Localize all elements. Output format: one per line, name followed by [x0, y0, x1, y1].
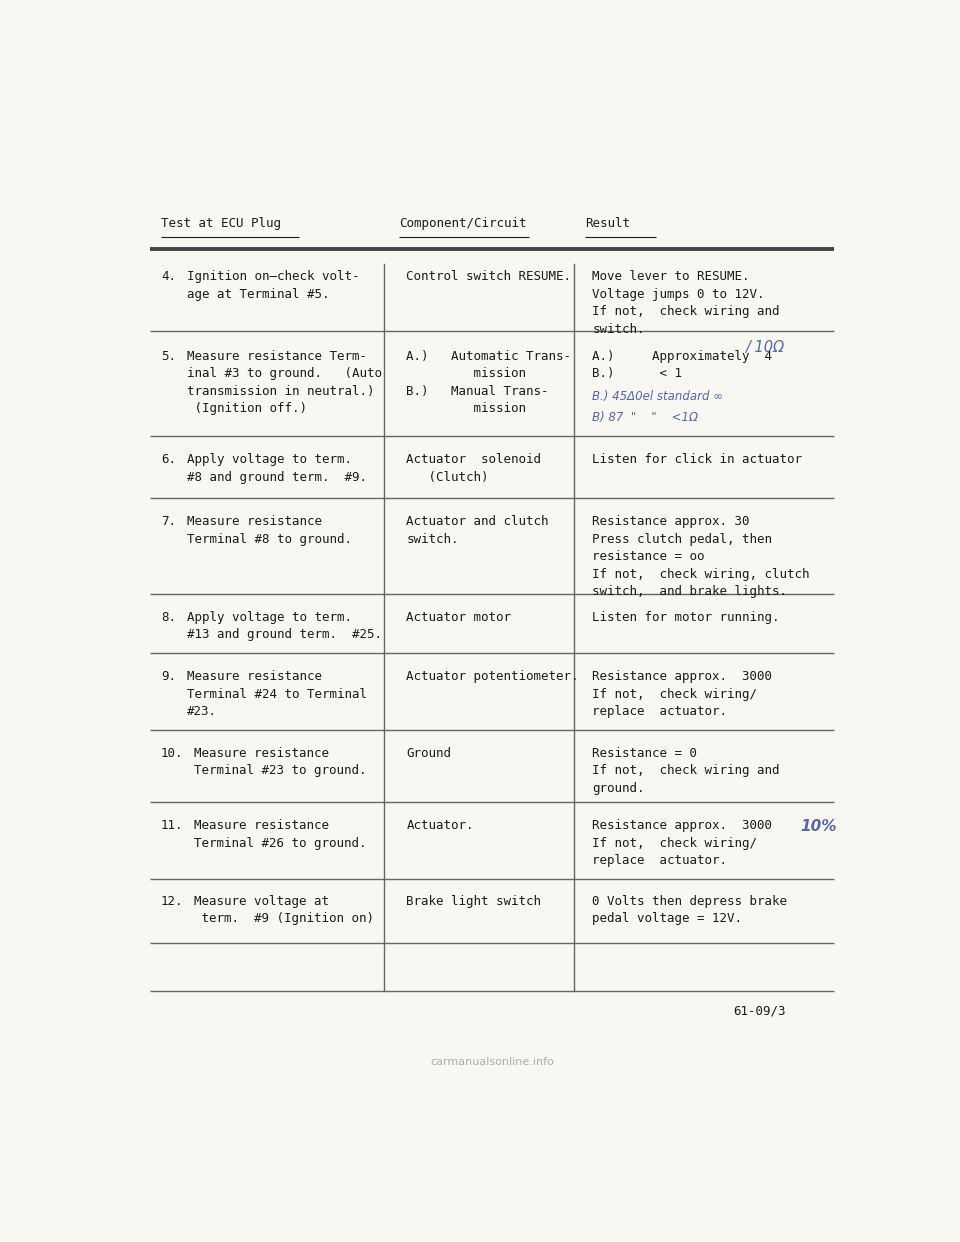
Text: Actuator potentiometer.: Actuator potentiometer.: [406, 671, 579, 683]
Text: Actuator motor: Actuator motor: [406, 611, 512, 623]
Text: Actuator  solenoid
   (Clutch): Actuator solenoid (Clutch): [406, 453, 541, 483]
Text: Actuator and clutch
switch.: Actuator and clutch switch.: [406, 515, 549, 545]
Text: / 10Ω: / 10Ω: [745, 340, 784, 355]
Text: Measure resistance
Terminal #8 to ground.: Measure resistance Terminal #8 to ground…: [187, 515, 352, 545]
Text: Test at ECU Plug: Test at ECU Plug: [161, 217, 281, 230]
Text: Measure voltage at
 term.  #9 (Ignition on): Measure voltage at term. #9 (Ignition on…: [194, 895, 374, 925]
Text: Actuator.: Actuator.: [406, 820, 474, 832]
Text: 12.: 12.: [161, 895, 183, 908]
Text: Apply voltage to term.
#13 and ground term.  #25.: Apply voltage to term. #13 and ground te…: [187, 611, 382, 641]
Text: Measure resistance Term-
inal #3 to ground.   (Auto
transmission in neutral.)
 (: Measure resistance Term- inal #3 to grou…: [187, 350, 382, 415]
Text: B.) 45Δ0el standard ∞: B.) 45Δ0el standard ∞: [592, 390, 724, 404]
Text: Apply voltage to term.
#8 and ground term.  #9.: Apply voltage to term. #8 and ground ter…: [187, 453, 367, 483]
Text: carmanualsonline.info: carmanualsonline.info: [430, 1057, 554, 1067]
Text: 7.: 7.: [161, 515, 176, 528]
Text: Measure resistance
Terminal #24 to Terminal
#23.: Measure resistance Terminal #24 to Termi…: [187, 671, 367, 718]
Text: A.)     Approximately  4
B.)      < 1: A.) Approximately 4 B.) < 1: [592, 350, 773, 380]
Text: Component/Circuit: Component/Circuit: [399, 217, 526, 230]
Text: 61-09/3: 61-09/3: [733, 1005, 786, 1017]
Text: Brake light switch: Brake light switch: [406, 895, 541, 908]
Text: 5.: 5.: [161, 350, 176, 363]
Text: 0 Volts then depress brake
pedal voltage = 12V.: 0 Volts then depress brake pedal voltage…: [592, 895, 787, 925]
Text: Measure resistance
Terminal #26 to ground.: Measure resistance Terminal #26 to groun…: [194, 820, 367, 850]
Text: A.)   Automatic Trans-
         mission
B.)   Manual Trans-
         mission: A.) Automatic Trans- mission B.) Manual …: [406, 350, 571, 415]
Text: Ground: Ground: [406, 746, 451, 760]
Text: Resistance = 0
If not,  check wiring and
ground.: Resistance = 0 If not, check wiring and …: [592, 746, 780, 795]
Text: 11.: 11.: [161, 820, 183, 832]
Text: 10%: 10%: [801, 820, 837, 835]
Text: Move lever to RESUME.
Voltage jumps 0 to 12V.
If not,  check wiring and
switch.: Move lever to RESUME. Voltage jumps 0 to…: [592, 271, 780, 337]
Text: Resistance approx.  3000
If not,  check wiring/
replace  actuator.: Resistance approx. 3000 If not, check wi…: [592, 671, 773, 718]
Text: B) 87  "    "    <1Ω: B) 87 " " <1Ω: [592, 411, 699, 424]
Text: 6.: 6.: [161, 453, 176, 466]
Text: 9.: 9.: [161, 671, 176, 683]
Text: 4.: 4.: [161, 271, 176, 283]
Text: Ignition on—check volt-
age at Terminal #5.: Ignition on—check volt- age at Terminal …: [187, 271, 359, 301]
Text: Listen for motor running.: Listen for motor running.: [592, 611, 780, 623]
Text: Listen for click in actuator: Listen for click in actuator: [592, 453, 803, 466]
Text: Resistance approx. 30
Press clutch pedal, then
resistance = oo
If not,  check wi: Resistance approx. 30 Press clutch pedal…: [592, 515, 810, 599]
Text: Control switch RESUME.: Control switch RESUME.: [406, 271, 571, 283]
Text: Result: Result: [585, 217, 630, 230]
Text: 8.: 8.: [161, 611, 176, 623]
Text: Resistance approx.  3000
If not,  check wiring/
replace  actuator.: Resistance approx. 3000 If not, check wi…: [592, 820, 773, 867]
Text: 10.: 10.: [161, 746, 183, 760]
Text: Measure resistance
Terminal #23 to ground.: Measure resistance Terminal #23 to groun…: [194, 746, 367, 777]
